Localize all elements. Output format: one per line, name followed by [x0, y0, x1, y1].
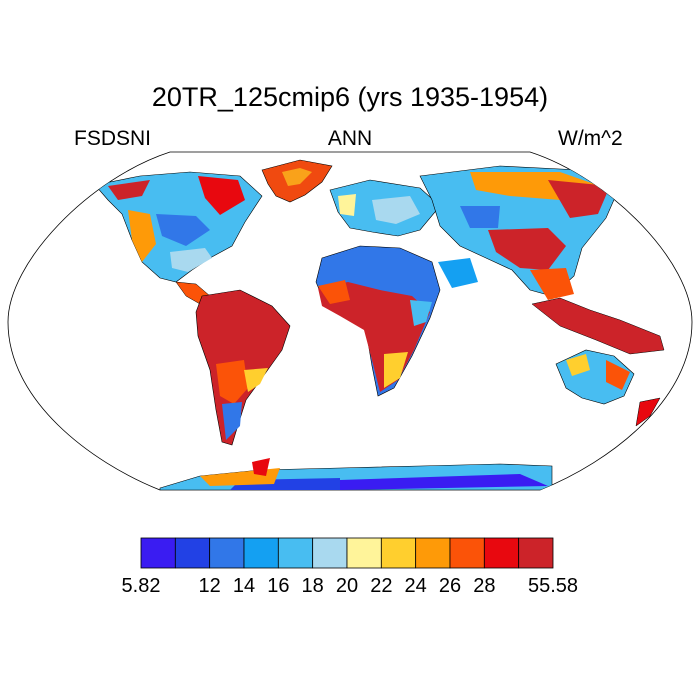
colorbar-tick-label: 14	[233, 575, 255, 597]
colorbar-box	[449, 537, 485, 569]
colorbar-box	[243, 537, 279, 569]
colorbar-box	[140, 537, 176, 569]
colorbar-tick-label: 22	[370, 575, 392, 597]
colorbar-tick-label: 16	[267, 575, 289, 597]
colorbar-box	[346, 537, 382, 569]
colorbar-box	[483, 537, 520, 569]
units-label: W/m^2	[558, 127, 623, 150]
colorbar-tick-label: 12	[199, 575, 221, 597]
colorbar-box	[209, 537, 245, 569]
colorbar-tick-label: 55.58	[528, 575, 578, 597]
plot-title: 20TR_125cmip6 (yrs 1935-1954)	[151, 82, 549, 112]
colorbar-tick-label: 18	[302, 575, 324, 597]
colorbar-tick-label: 5.82	[122, 575, 161, 597]
colorbar-box	[380, 537, 417, 569]
season-label: ANN	[327, 127, 373, 150]
colorbar-tick-label: 28	[473, 575, 495, 597]
land-se-asia-islands	[531, 297, 665, 355]
colorbar-tick-label: 20	[336, 575, 358, 597]
colorbar-box	[174, 537, 211, 569]
colorbar-tick-label: 24	[405, 575, 427, 597]
colorbar-box	[277, 537, 314, 569]
land-new-zealand	[635, 397, 661, 427]
colorbar-labels: 5.82 12 14 16 18 20 22 24 26 28 55.58	[122, 575, 579, 597]
colorbar-box	[415, 537, 451, 569]
variable-label: FSDSNI	[74, 127, 152, 150]
colorbar-box	[312, 537, 348, 569]
colorbar-tick-label: 26	[439, 575, 461, 597]
colorbar-boxes	[140, 537, 554, 569]
colorbar-box	[518, 537, 554, 569]
